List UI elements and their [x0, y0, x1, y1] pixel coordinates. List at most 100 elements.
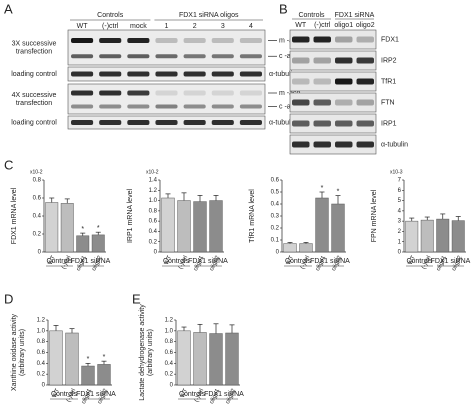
blot-left-label: transfection [16, 48, 52, 55]
y-tick-label: 0 [276, 250, 280, 256]
group-label: Controls [298, 12, 325, 19]
band [211, 104, 234, 109]
y-axis-label: (arbitrary units) [19, 329, 26, 376]
blot-label: IRP2 [381, 57, 397, 64]
band [292, 141, 310, 148]
x-tick-label: (-)ctrl [61, 255, 72, 270]
y-tick-label: 0.4 [271, 202, 280, 208]
lane-label: mock [130, 23, 147, 30]
band [183, 90, 206, 96]
bar [91, 234, 105, 253]
blot-label: FDX1 [381, 36, 399, 43]
lane-label: 3 [221, 23, 225, 30]
band [335, 141, 353, 148]
bar [436, 218, 450, 253]
band [211, 38, 234, 43]
y-tick-label: 0.4 [33, 214, 42, 220]
band [155, 104, 178, 109]
group-label: Controls [285, 258, 312, 265]
y-tick-label: 0.2 [271, 226, 280, 232]
band [239, 38, 262, 43]
bar [60, 203, 74, 253]
bar [209, 200, 223, 253]
panel-label: E [132, 291, 141, 306]
y-tick-label: 0.6 [165, 350, 174, 356]
y-multiplier: x10-2 [146, 169, 159, 175]
band [155, 90, 178, 96]
band [127, 54, 150, 59]
lane-label: 2 [193, 23, 197, 30]
band [356, 57, 374, 64]
band [292, 99, 310, 106]
bar [225, 332, 239, 386]
y-tick-label: 0.3 [271, 214, 280, 220]
blot [289, 71, 377, 92]
y-tick-label: 0 [398, 250, 402, 256]
band [155, 71, 178, 77]
bar [177, 330, 191, 386]
y-tick-label: 0.6 [149, 219, 158, 225]
y-tick-label: 0.2 [37, 372, 46, 378]
y-tick-label: 0 [38, 250, 42, 256]
blot-left-label: loading control [11, 119, 57, 126]
band [183, 104, 206, 109]
bar [405, 220, 419, 253]
band [155, 38, 178, 43]
band [127, 120, 150, 125]
y-tick-label: 0 [42, 383, 46, 389]
y-tick-label: 0 [170, 383, 174, 389]
band [155, 54, 178, 59]
group-label: Controls [46, 258, 73, 265]
blot [289, 134, 377, 155]
y-tick-label: 6 [398, 188, 402, 194]
band [99, 104, 122, 109]
y-tick-label: 0 [154, 250, 158, 256]
y-tick-label: 1.2 [149, 188, 158, 194]
bar [65, 332, 79, 386]
significance: * [321, 185, 324, 192]
y-tick-label: 0.6 [37, 350, 46, 356]
y-tick-label: 0.4 [165, 361, 174, 367]
y-tick-label: 1.4 [149, 178, 158, 184]
y-axis-label: FDX1 mRNA level [11, 187, 18, 244]
band [239, 54, 262, 59]
group-label: FDX1 siRNA [431, 258, 471, 265]
y-tick-label: 0.5 [271, 190, 280, 196]
bar [315, 197, 329, 253]
bar [193, 201, 207, 253]
band [292, 57, 310, 64]
band [356, 99, 374, 106]
band [292, 78, 310, 85]
bar [331, 203, 345, 253]
band [127, 104, 150, 109]
y-tick-label: 1 [398, 239, 402, 245]
x-tick-label: (-)ctrl [300, 255, 311, 270]
band [239, 90, 262, 96]
x-tick-label: WT [52, 388, 62, 399]
band [71, 90, 94, 96]
bar [451, 220, 465, 253]
bar [45, 202, 59, 253]
group-label: Controls [97, 12, 124, 19]
group-label: FDX1 siRNA [188, 258, 228, 265]
x-tick-label: (-)ctrl [66, 388, 77, 403]
blot [289, 113, 377, 134]
bar [49, 330, 63, 386]
y-tick-label: 1.2 [37, 318, 46, 324]
band [211, 71, 234, 77]
bar [209, 333, 223, 386]
group-label: Controls [163, 258, 190, 265]
band [183, 120, 206, 125]
y-axis-label: Lactate dehydrogenase activity [139, 304, 146, 401]
band [356, 120, 374, 127]
bar [193, 332, 207, 386]
x-tick-label: WT [180, 388, 190, 399]
band [71, 104, 94, 109]
y-tick-label: 0.4 [149, 229, 158, 235]
band [211, 90, 234, 96]
y-tick-label: 0.2 [33, 232, 42, 238]
group-label: FDX1 siRNA [76, 391, 116, 398]
band [71, 38, 94, 43]
band [183, 38, 206, 43]
lane-label: WT [295, 22, 307, 29]
